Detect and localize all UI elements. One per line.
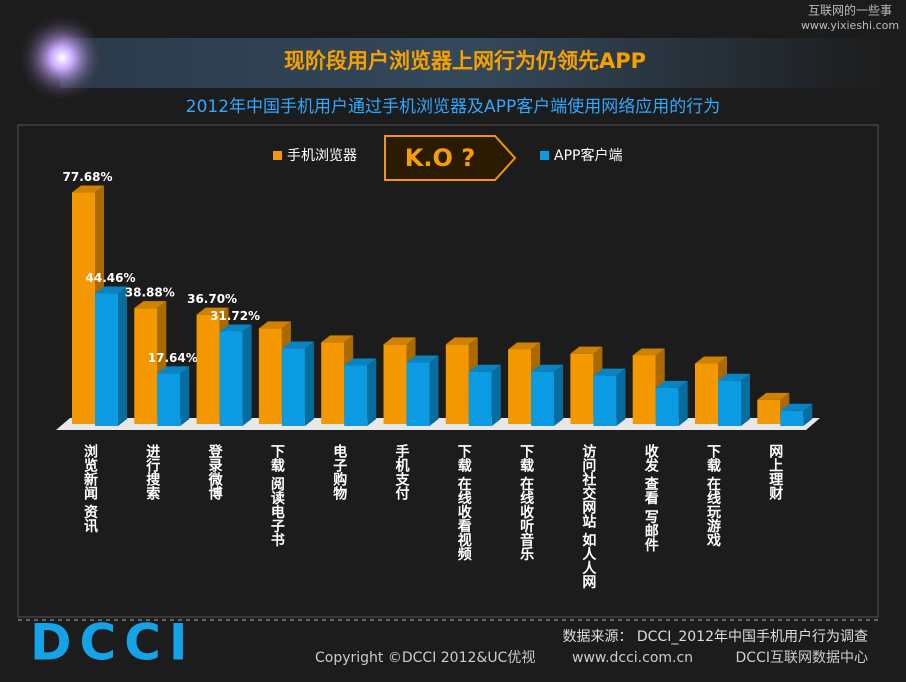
- bar: [508, 349, 532, 424]
- bar-top: [95, 286, 127, 294]
- bar: [95, 293, 118, 426]
- bar: [258, 328, 282, 424]
- bar-top: [695, 356, 727, 364]
- title-band: [60, 38, 890, 88]
- bar-top: [196, 307, 229, 315]
- bar-top: [219, 324, 252, 332]
- bar: [72, 192, 95, 424]
- bar-side: [304, 341, 314, 426]
- logo: DCCI: [30, 614, 196, 672]
- legend-label: APP客户端: [554, 147, 622, 164]
- x-tick-label: 手机支付: [393, 444, 410, 500]
- bar-top: [72, 185, 104, 193]
- x-tick-label: 网上理财: [767, 444, 784, 500]
- bar-top: [445, 337, 478, 345]
- bar-top: [780, 403, 813, 411]
- bar-top: [468, 364, 501, 372]
- bar-top: [157, 366, 190, 374]
- value-label: 44.46%: [86, 271, 136, 285]
- bar-top: [632, 348, 665, 356]
- bar: [344, 365, 368, 426]
- bar-side: [242, 324, 252, 426]
- x-tick-label: 下载 阅读电子书: [268, 444, 285, 547]
- x-tick-label: 收发 查看 写邮件: [642, 444, 659, 552]
- bar: [531, 371, 555, 426]
- chart-title: 现阶段用户浏览器上网行为仍领先APP: [284, 49, 646, 73]
- watermark-url: www.yixieshi.com: [801, 19, 899, 32]
- bar: [383, 344, 407, 424]
- bar: [632, 355, 656, 424]
- legend-swatch: [273, 151, 282, 160]
- bar: [593, 375, 617, 426]
- x-tick-label: 下载 在线收听音乐: [518, 444, 535, 561]
- ko-badge: [384, 135, 517, 181]
- bar-top: [406, 355, 439, 363]
- bar: [196, 314, 220, 424]
- bar-top: [134, 301, 167, 309]
- footer-org: DCCI互联网数据中心: [736, 650, 868, 666]
- bar-top: [570, 346, 603, 354]
- bar-side: [180, 366, 190, 426]
- bar: [655, 387, 679, 426]
- x-tick-label: 访问社交网站 如人人网: [580, 444, 597, 589]
- value-label: 38.88%: [125, 286, 175, 300]
- bar-side: [367, 358, 377, 426]
- bar: [445, 344, 469, 424]
- bar-top: [508, 342, 541, 350]
- bar: [219, 331, 243, 426]
- legend-label: 手机浏览器: [287, 148, 357, 164]
- bar-side: [554, 364, 564, 426]
- x-tick-label: 电子购物: [331, 444, 348, 500]
- bar-side: [678, 380, 688, 426]
- bar-top: [383, 337, 416, 345]
- value-label: 77.68%: [63, 170, 113, 184]
- bar-top: [531, 364, 564, 372]
- value-label: 36.70%: [187, 292, 237, 306]
- bar: [281, 348, 305, 426]
- bar-top: [258, 321, 291, 329]
- bar-top: [344, 358, 377, 366]
- bar-side: [429, 355, 439, 426]
- x-tick-label: 登录微博: [206, 444, 223, 500]
- bar-side: [118, 286, 127, 426]
- value-label: 31.72%: [210, 309, 260, 323]
- footer-source: 数据来源： DCCI_2012年中国手机用户行为调查: [562, 628, 868, 645]
- title-glow: [17, 13, 107, 103]
- bar: [468, 371, 492, 426]
- footer-copyright: Copyright ©DCCI 2012&UC优视: [315, 650, 535, 666]
- bar: [406, 362, 430, 426]
- bar-top: [757, 392, 790, 400]
- bar: [718, 380, 741, 426]
- bar: [570, 353, 594, 424]
- legend-swatch: [540, 151, 549, 160]
- bar-top: [655, 380, 688, 388]
- x-tick-label: 下载 在线收看视频: [455, 444, 472, 561]
- watermark: 互联网的一些事: [808, 3, 892, 18]
- chart-subtitle: 2012年中国手机用户通过手机浏览器及APP客户端使用网络应用的行为: [186, 96, 720, 117]
- bar-side: [491, 364, 501, 426]
- x-tick-label: 浏览新闻 资讯: [82, 444, 98, 533]
- bar-top: [593, 368, 626, 376]
- x-tick-label: 进行搜索: [144, 444, 161, 500]
- bar: [695, 363, 718, 424]
- bar-side: [741, 373, 750, 426]
- bar-side: [803, 403, 813, 426]
- bar: [134, 308, 158, 424]
- bar-top: [718, 373, 750, 381]
- bar: [157, 373, 181, 426]
- bar-top: [321, 335, 354, 343]
- bar: [780, 410, 804, 426]
- bar: [321, 342, 345, 424]
- bar-top: [281, 341, 314, 349]
- value-label: 17.64%: [148, 351, 198, 365]
- plot-frame: [17, 124, 879, 618]
- footer-site: www.dcci.com.cn: [572, 650, 693, 666]
- bar: [757, 399, 781, 424]
- ko-text: K.O ?: [405, 144, 475, 172]
- bar-side: [616, 368, 626, 426]
- x-tick-label: 下载 在线玩游戏: [705, 444, 721, 547]
